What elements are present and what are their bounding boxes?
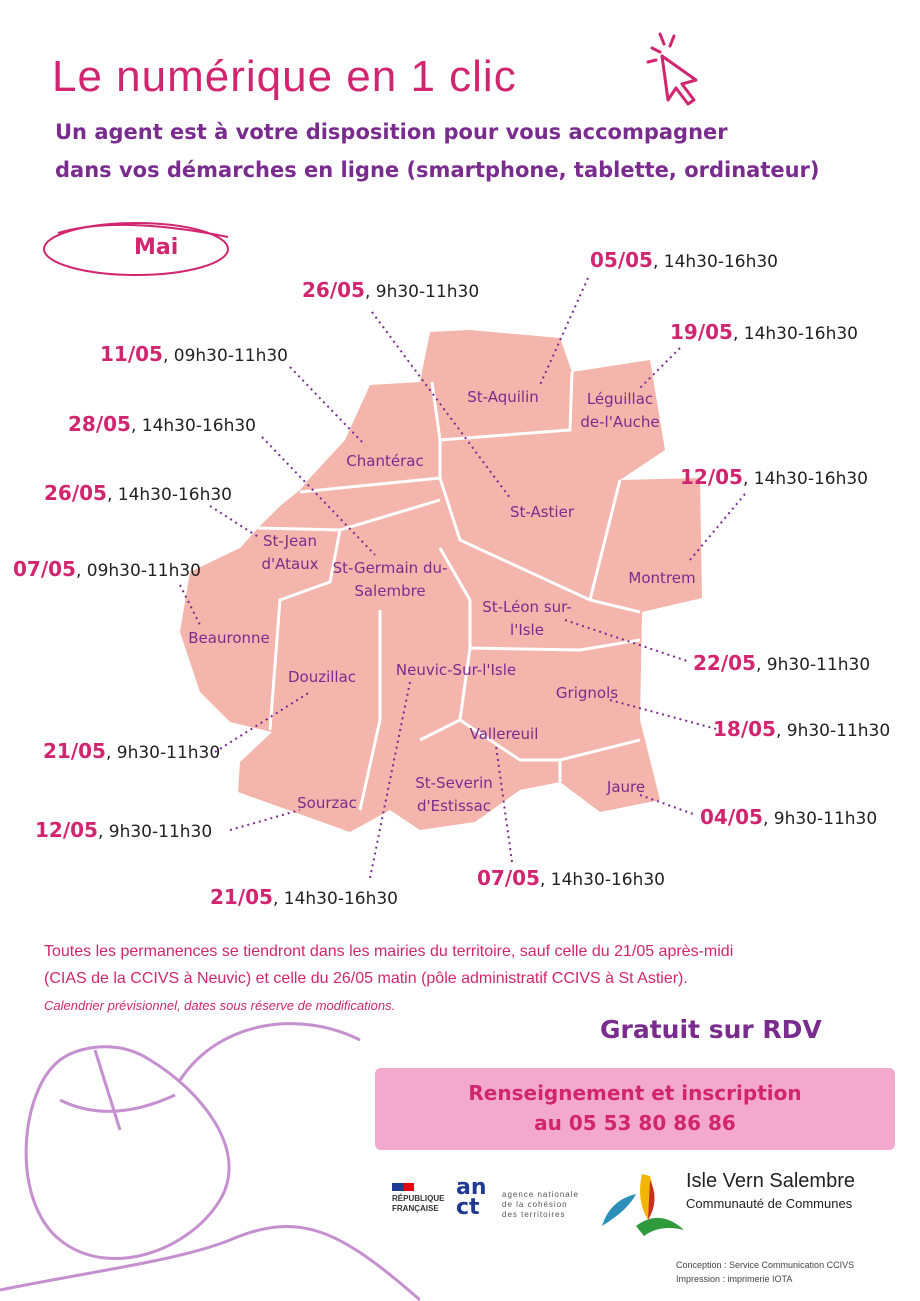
date: 28/05 [68, 412, 131, 436]
anct-logo: an ct [456, 1175, 487, 1220]
note-line1: Toutes les permanences se tiendront dans… [44, 943, 734, 960]
time: , 14h30-16h30 [732, 324, 858, 344]
commune-grignols: Grignols [555, 684, 619, 702]
date: 19/05 [670, 320, 733, 344]
notes: Toutes les permanences se tiendront dans… [44, 938, 733, 992]
anct-text3: des territoires [502, 1210, 566, 1219]
date-douzillac: 21/05, 9h30-11h30 [43, 739, 220, 763]
republique-francaise-logo: RÉPUBLIQUE FRANÇAISE [392, 1183, 444, 1214]
time: , 14h30-16h30 [130, 416, 256, 436]
time: , 09h30-11h30 [162, 346, 288, 366]
anct-text1: agence nationale [502, 1190, 579, 1199]
commune-montrem: Montrem [628, 569, 696, 587]
date-leguillac: 19/05, 14h30-16h30 [670, 320, 858, 344]
commune-st-jean-dataux: St-Jean d'Ataux [261, 532, 319, 573]
contact-banner: Renseignement et inscription au 05 53 80… [375, 1068, 895, 1150]
time: , 14h30-16h30 [652, 252, 778, 272]
commune-st-severin: St-Severin d'Estissac [415, 774, 493, 815]
date-st-astier: 26/05, 9h30-11h30 [302, 278, 479, 302]
time: , 9h30-11h30 [364, 282, 480, 302]
territory-map [179, 277, 746, 879]
commune-leguillac: Léguillac de-l'Auche [580, 390, 660, 431]
time: , 9h30-11h30 [755, 655, 871, 675]
commune-douzillac: Douzillac [287, 668, 357, 686]
map-shape [180, 330, 702, 832]
cursor-click-icon [646, 32, 698, 106]
time: , 14h30-16h30 [106, 485, 232, 505]
commune-vallereuil: Vallereuil [469, 725, 539, 743]
time: , 14h30-16h30 [539, 870, 665, 890]
credit-conception: Conception : Service Communication CCIVS [676, 1260, 855, 1270]
date: 05/05 [590, 248, 653, 272]
date-st-leon: 22/05, 9h30-11h30 [693, 651, 870, 675]
date-montrem: 12/05, 14h30-16h30 [680, 465, 868, 489]
date-beauronne: 07/05, 09h30-11h30 [13, 557, 201, 581]
date: 21/05 [210, 885, 273, 909]
commune-st-aquilin: St-Aquilin [467, 388, 539, 406]
anct-text2: de la cohésion [502, 1200, 568, 1209]
subtitle-line2: dans vos démarches en ligne (smartphone,… [55, 158, 820, 182]
time: , 14h30-16h30 [742, 469, 868, 489]
date-st-aquilin: 05/05, 14h30-16h30 [590, 248, 778, 272]
commune-chanterac: Chantérac [346, 452, 424, 470]
commune-borders [257, 371, 641, 811]
commune-st-germain: St-Germain du-Salembre [332, 559, 448, 600]
date: 12/05 [680, 465, 743, 489]
contact-phone: au 05 53 80 86 86 [534, 1111, 736, 1135]
date: 26/05 [302, 278, 365, 302]
commune-jaure: Jaure [606, 778, 646, 796]
page-title: Le numérique en 1 clic [52, 52, 517, 101]
date: 12/05 [35, 818, 98, 842]
time: , 9h30-11h30 [775, 721, 891, 741]
month-label: Mai [134, 235, 179, 260]
month-ellipse [43, 222, 229, 276]
leader-lines [179, 277, 746, 879]
mouse-illustration [0, 1022, 420, 1301]
date-sourzac: 12/05, 9h30-11h30 [35, 818, 212, 842]
commune-neuvic: Neuvic-Sur-l'Isle [395, 661, 517, 679]
date: 07/05 [13, 557, 76, 581]
date: 26/05 [44, 481, 107, 505]
date: 18/05 [713, 717, 776, 741]
date-jaure: 04/05, 9h30-11h30 [700, 805, 877, 829]
date-chanterac: 11/05, 09h30-11h30 [100, 342, 288, 366]
date-vallereuil: 07/05, 14h30-16h30 [477, 866, 665, 890]
date: 04/05 [700, 805, 763, 829]
rf-line2: FRANÇAISE [392, 1204, 439, 1213]
date-grignols: 18/05, 9h30-11h30 [713, 717, 890, 741]
subtitle-line1: Un agent est à votre disposition pour vo… [55, 120, 728, 144]
time: , 09h30-11h30 [75, 561, 201, 581]
time: , 9h30-11h30 [97, 822, 213, 842]
commune-sourzac: Sourzac [297, 794, 357, 812]
date-neuvic: 21/05, 14h30-16h30 [210, 885, 398, 909]
free-by-appointment: Gratuit sur RDV [600, 1015, 822, 1044]
ivs-title: Isle Vern Salembre [686, 1170, 855, 1192]
time: , 9h30-11h30 [105, 743, 221, 763]
rf-line1: RÉPUBLIQUE [392, 1194, 445, 1203]
anct-text: agence nationale de la cohésion des terr… [502, 1190, 579, 1220]
credit-impression: Impression : imprimerie IOTA [676, 1274, 793, 1284]
commune-st-astier: St-Astier [509, 503, 575, 521]
date: 21/05 [43, 739, 106, 763]
date-st-germain: 28/05, 14h30-16h30 [68, 412, 256, 436]
date-st-jean: 26/05, 14h30-16h30 [44, 481, 232, 505]
time: , 9h30-11h30 [762, 809, 878, 829]
ivs-subtitle: Communauté de Communes [686, 1196, 853, 1211]
date: 22/05 [693, 651, 756, 675]
note-line2: (CIAS de la CCIVS à Neuvic) et celle du … [44, 970, 688, 987]
commune-beauronne: Beauronne [188, 629, 270, 647]
commune-st-leon: St-Léon sur-l'Isle [482, 598, 572, 639]
date: 11/05 [100, 342, 163, 366]
disclaimer: Calendrier prévisionnel, dates sous rése… [44, 998, 396, 1013]
ivs-logo-icon [602, 1174, 684, 1236]
date: 07/05 [477, 866, 540, 890]
contact-line1: Renseignement et inscription [468, 1081, 802, 1105]
time: , 14h30-16h30 [272, 889, 398, 909]
